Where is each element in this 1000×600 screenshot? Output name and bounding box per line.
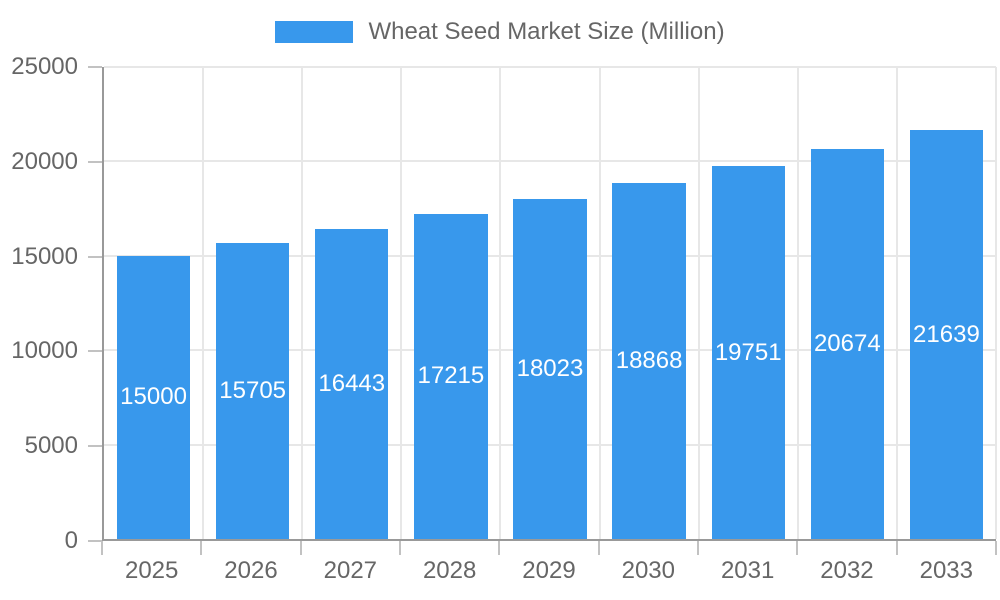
- x-axis-tick-mark: [796, 541, 799, 555]
- bar-2031[interactable]: 19751: [711, 166, 785, 539]
- bar-value-label: 21639: [913, 320, 980, 348]
- horizontal-gridline: [104, 160, 996, 163]
- y-axis-tick-mark: [88, 255, 102, 258]
- x-axis-tick-label: 2033: [919, 557, 973, 584]
- bar-value-label: 18868: [615, 346, 683, 374]
- vertical-gridline: [598, 67, 601, 539]
- y-axis-tick-mark: [88, 540, 102, 542]
- bar-value-label: 18023: [516, 354, 584, 382]
- legend[interactable]: Wheat Seed Market Size (Million): [0, 18, 1000, 45]
- bar-cell: 20674: [798, 67, 897, 539]
- y-axis-tick-label: 25000: [11, 53, 78, 80]
- x-axis: 2025 2026 2027 2028 2029 2030 2031 2032 2033: [101, 541, 997, 600]
- x-axis-tick-label: 2027: [323, 557, 378, 584]
- plot-area: 15000 15705 16443 17215 18023 18868 19751 20674…: [102, 66, 997, 541]
- y-axis: 0 5000 10000 15000 20000 25000: [0, 53, 102, 554]
- bar-cell: 18023: [500, 67, 599, 539]
- x-axis-tick-mark: [101, 541, 103, 555]
- bar-2029[interactable]: 18023: [513, 198, 587, 539]
- bar-value-label: 20674: [813, 329, 881, 357]
- x-axis-tick-label: 2025: [124, 557, 179, 584]
- bar-cell: 16443: [302, 67, 401, 539]
- vertical-gridline: [202, 67, 205, 539]
- y-axis-tick-mark: [88, 160, 102, 163]
- x-axis-tick-label: 2032: [820, 557, 874, 584]
- x-axis-tick-mark: [895, 541, 898, 555]
- x-axis-tick-mark: [995, 541, 997, 555]
- horizontal-gridline: [104, 66, 996, 68]
- bar-2028[interactable]: 17215: [414, 213, 488, 539]
- x-axis-tick-mark: [299, 541, 302, 555]
- y-axis-tick-label: 10000: [11, 337, 78, 365]
- bar-value-label: 16443: [318, 369, 386, 397]
- x-axis-tick-label: 2031: [720, 557, 775, 584]
- y-axis-tick-mark: [88, 445, 102, 448]
- vertical-gridline: [995, 67, 997, 539]
- bar-value-label: 17215: [417, 362, 485, 390]
- x-axis-tick-mark: [398, 541, 401, 555]
- bar-value-label: 19751: [714, 338, 782, 366]
- bar-2025[interactable]: 15000: [116, 255, 191, 539]
- legend-swatch: [275, 21, 354, 43]
- y-axis-tick-mark: [88, 350, 102, 353]
- vertical-gridline: [796, 67, 799, 539]
- x-axis-tick-mark: [200, 541, 203, 555]
- bar-cell: 18868: [600, 67, 699, 539]
- x-axis-tick-mark: [498, 541, 501, 555]
- bar-cell: 15705: [203, 67, 302, 539]
- x-axis-tick-mark: [597, 541, 600, 555]
- legend-label: Wheat Seed Market Size (Million): [368, 18, 725, 45]
- bar-value-label: 15705: [219, 376, 287, 404]
- vertical-gridline: [301, 67, 304, 539]
- bar-2032[interactable]: 20674: [810, 148, 884, 539]
- bar-cell: 17215: [401, 67, 500, 539]
- bar-2030[interactable]: 18868: [612, 182, 686, 539]
- bar-cell: 21639: [897, 67, 996, 539]
- x-axis-labels: 2025 2026 2027 2028 2029 2030 2031 2032 2033: [102, 557, 996, 585]
- y-axis-tick-label: 15000: [11, 242, 78, 270]
- bar-2027[interactable]: 16443: [315, 228, 389, 539]
- x-axis-tick-mark: [696, 541, 699, 555]
- y-axis-tick-label: 20000: [11, 147, 78, 175]
- vertical-gridline: [400, 67, 403, 539]
- bars: 15000 15705 16443 17215 18023 18868 19751 20674…: [104, 67, 996, 539]
- y-axis-tick-label: 0: [64, 527, 78, 554]
- vertical-gridline: [499, 67, 502, 539]
- bar-2026[interactable]: 15705: [216, 242, 290, 539]
- x-axis-tick-label: 2030: [621, 557, 675, 584]
- vertical-gridline: [895, 67, 898, 539]
- bar-2033[interactable]: 21639: [909, 130, 984, 539]
- x-axis-tick-label: 2028: [422, 557, 477, 584]
- bar-cell: 15000: [104, 67, 203, 539]
- vertical-gridline: [697, 67, 700, 539]
- x-axis-tick-label: 2026: [224, 557, 278, 584]
- x-axis-tick-label: 2029: [522, 557, 576, 584]
- y-axis-tick-mark: [88, 66, 102, 68]
- bar-value-label: 15000: [120, 383, 187, 411]
- y-axis-tick-label: 5000: [24, 432, 78, 460]
- bar-cell: 19751: [699, 67, 798, 539]
